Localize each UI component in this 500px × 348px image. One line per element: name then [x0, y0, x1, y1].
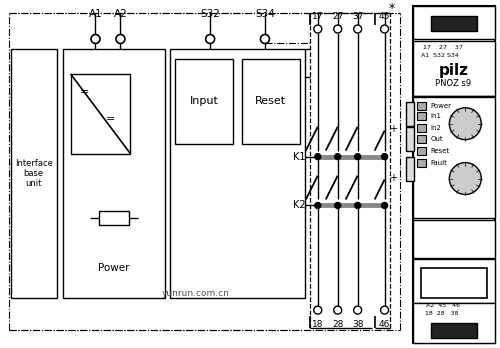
- Bar: [414, 259, 495, 303]
- Circle shape: [382, 153, 388, 160]
- Bar: [418, 124, 426, 132]
- Bar: [414, 220, 495, 258]
- Text: 45: 45: [379, 11, 390, 21]
- Text: A1  S32 S34: A1 S32 S34: [422, 54, 460, 58]
- Text: In2: In2: [430, 125, 442, 131]
- Bar: [418, 159, 426, 167]
- Circle shape: [315, 203, 321, 208]
- Bar: [418, 135, 426, 143]
- Text: 37: 37: [352, 11, 364, 21]
- Circle shape: [91, 34, 100, 44]
- Circle shape: [450, 163, 482, 195]
- Bar: [175, 59, 233, 144]
- Circle shape: [380, 306, 388, 314]
- Text: 17    27    37: 17 27 37: [424, 46, 464, 50]
- Text: 46: 46: [379, 319, 390, 329]
- Bar: [418, 147, 426, 155]
- Text: A2  45   46: A2 45 46: [426, 303, 460, 308]
- Text: yunrun.com.cn: yunrun.com.cn: [161, 289, 229, 298]
- Circle shape: [116, 34, 125, 44]
- Circle shape: [206, 34, 214, 44]
- Text: pilz: pilz: [438, 63, 468, 78]
- Text: 27: 27: [332, 11, 344, 21]
- Circle shape: [334, 203, 340, 208]
- Bar: [406, 127, 414, 151]
- Text: In1: In1: [430, 113, 442, 119]
- Bar: [422, 268, 487, 298]
- Circle shape: [334, 153, 340, 160]
- Bar: [418, 112, 426, 120]
- Text: A1: A1: [88, 9, 102, 19]
- Bar: [406, 102, 414, 126]
- Circle shape: [314, 306, 322, 314]
- Text: 17: 17: [312, 11, 324, 21]
- Circle shape: [354, 25, 362, 33]
- Bar: [414, 41, 495, 96]
- Text: PNOZ s9: PNOZ s9: [436, 79, 472, 88]
- Text: 18  28   38: 18 28 38: [424, 311, 458, 316]
- Text: Power: Power: [98, 263, 130, 273]
- Bar: [414, 97, 495, 219]
- Text: 38: 38: [352, 319, 364, 329]
- Text: +: +: [388, 173, 396, 183]
- Circle shape: [334, 306, 342, 314]
- Bar: [70, 74, 130, 153]
- Text: *: *: [388, 2, 394, 15]
- Text: A2: A2: [114, 9, 128, 19]
- Text: +: +: [388, 124, 396, 134]
- Text: S32: S32: [200, 9, 220, 19]
- Bar: [432, 16, 478, 31]
- Text: Power: Power: [430, 103, 452, 109]
- Text: 28: 28: [332, 319, 344, 329]
- Circle shape: [380, 25, 388, 33]
- Text: K2: K2: [293, 200, 306, 211]
- Circle shape: [315, 153, 321, 160]
- Text: Fault: Fault: [430, 160, 448, 166]
- Text: =: =: [106, 114, 115, 124]
- Bar: [170, 49, 305, 298]
- Bar: [242, 59, 300, 144]
- Bar: [62, 49, 166, 298]
- Circle shape: [314, 25, 322, 33]
- Circle shape: [450, 108, 482, 140]
- Circle shape: [354, 153, 360, 160]
- Bar: [11, 49, 56, 298]
- Bar: [418, 102, 426, 110]
- Bar: [414, 6, 495, 39]
- Circle shape: [354, 203, 360, 208]
- Circle shape: [334, 25, 342, 33]
- Circle shape: [260, 34, 270, 44]
- Text: Input: Input: [190, 96, 218, 106]
- Text: 18: 18: [312, 319, 324, 329]
- Bar: [432, 323, 478, 338]
- Bar: [406, 157, 414, 181]
- Text: Interface
base
unit: Interface base unit: [15, 159, 52, 189]
- Text: Reset: Reset: [430, 148, 450, 153]
- Bar: [414, 6, 495, 343]
- Text: K1: K1: [294, 152, 306, 161]
- Bar: [414, 303, 495, 343]
- Circle shape: [354, 306, 362, 314]
- Text: Reset: Reset: [256, 96, 286, 106]
- Circle shape: [382, 203, 388, 208]
- Text: =: =: [80, 87, 89, 97]
- Bar: [99, 212, 129, 226]
- Text: Out: Out: [430, 136, 443, 142]
- Text: S34: S34: [255, 9, 275, 19]
